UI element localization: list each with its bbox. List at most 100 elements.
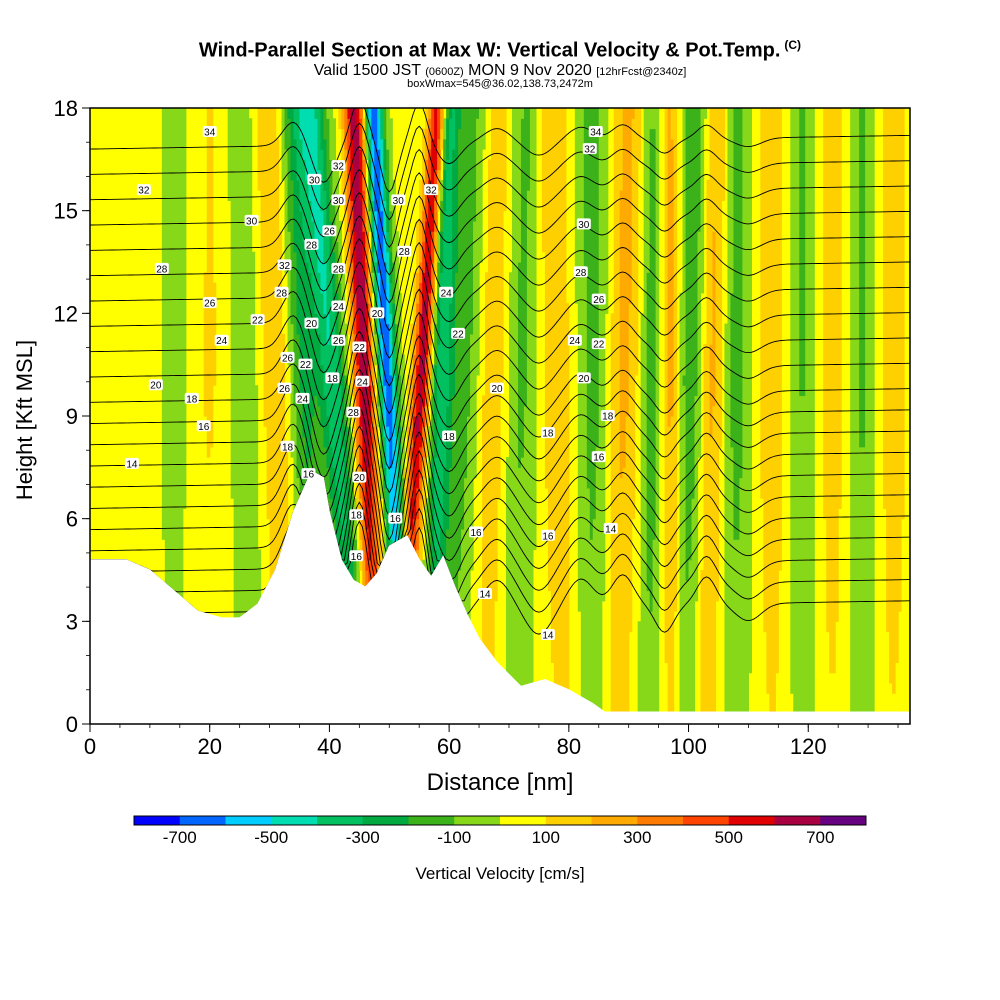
velocity-cell	[452, 149, 456, 397]
velocity-cell	[377, 118, 381, 150]
velocity-cell	[317, 108, 322, 171]
velocity-cell	[580, 108, 585, 724]
velocity-cell	[380, 385, 384, 417]
velocity-cell	[245, 108, 250, 724]
velocity-cell	[685, 580, 690, 724]
colorbar-frame	[133, 815, 867, 826]
velocity-cell	[670, 108, 675, 140]
contour-label: 22	[250, 314, 265, 327]
velocity-cell	[425, 108, 429, 130]
axes: 0 20 40 60 80 100 120 0 3 6 9 12 15 18	[54, 96, 899, 759]
velocity-cell	[341, 333, 345, 376]
contour-label: 26	[591, 293, 606, 306]
contour-label: 18	[540, 427, 555, 440]
theta-contours	[90, 108, 910, 635]
velocity-cell	[413, 416, 417, 520]
velocity-cell	[479, 108, 483, 263]
colorbar-segment	[317, 816, 364, 825]
velocity-cell	[368, 251, 372, 284]
velocity-cell	[428, 477, 432, 643]
velocity-cell	[622, 467, 627, 724]
theta-contour-line	[90, 330, 910, 470]
velocity-cell	[625, 416, 630, 715]
velocity-cell	[583, 108, 588, 273]
velocity-cell	[353, 108, 357, 232]
velocity-cell	[320, 210, 325, 294]
velocity-cell	[637, 108, 642, 160]
contour-label-text: 32	[279, 261, 291, 272]
velocity-cell	[709, 344, 714, 438]
contour-label-text: 32	[333, 162, 345, 173]
contour-label: 18	[325, 372, 340, 385]
velocity-cell	[850, 108, 854, 724]
velocity-cell	[523, 108, 528, 407]
theta-contour-line	[90, 463, 910, 581]
velocity-cell	[425, 405, 429, 427]
contour-label-text: 24	[357, 377, 369, 388]
theta-contour-line	[90, 307, 910, 443]
contour-label-text: 18	[351, 511, 363, 522]
contour-label: 16	[196, 420, 211, 433]
velocity-cell	[347, 179, 351, 232]
box-info: boxWmax=545@36.02,138.73,2472m	[407, 78, 593, 90]
contour-label: 16	[301, 468, 316, 481]
velocity-cell	[314, 313, 319, 397]
contour-label: 24	[331, 300, 346, 313]
velocity-cell	[434, 364, 438, 458]
velocity-cell	[649, 611, 654, 724]
velocity-cell	[832, 108, 836, 674]
velocity-cell	[335, 292, 339, 345]
velocity-cell	[359, 149, 363, 201]
contour-label: 30	[244, 214, 259, 227]
velocity-cell	[616, 108, 621, 724]
theta-contour-line	[90, 387, 910, 541]
velocity-cell	[760, 108, 764, 499]
theta-contour-line	[90, 122, 910, 221]
velocity-cell	[643, 108, 648, 724]
velocity-cell	[338, 108, 342, 130]
velocity-cell	[380, 436, 384, 468]
velocity-cell	[371, 108, 375, 140]
contour-label: 20	[576, 372, 591, 385]
velocity-cell	[284, 108, 289, 150]
velocity-cell	[431, 395, 435, 458]
velocity-cell	[311, 292, 316, 417]
velocity-cell	[338, 220, 342, 284]
velocity-cell	[428, 323, 432, 345]
colorbar-segment	[500, 816, 547, 825]
velocity-cell	[425, 313, 429, 355]
velocity-cell	[422, 426, 426, 458]
theta-contour-line	[90, 191, 910, 304]
velocity-cell	[356, 108, 360, 130]
velocity-cell	[862, 446, 866, 724]
velocity-cell	[314, 108, 319, 119]
velocity-cell	[416, 220, 420, 273]
velocity-cell	[347, 282, 351, 335]
contour-label: 18	[349, 509, 364, 522]
velocity-cell	[446, 108, 450, 119]
velocity-cell	[473, 108, 477, 222]
velocity-cell	[212, 282, 217, 386]
velocity-cell	[449, 303, 453, 468]
colorbar-segment	[179, 816, 226, 825]
velocity-cell	[835, 108, 839, 622]
velocity-cell	[227, 108, 232, 201]
velocity-cell	[383, 200, 387, 232]
velocity-cell	[730, 292, 735, 448]
velocity-cell	[290, 108, 295, 181]
contour-label: 32	[424, 184, 439, 197]
velocity-cell	[359, 108, 363, 119]
colorbar-segment	[591, 816, 638, 825]
y-tick-label: 6	[66, 507, 78, 532]
velocity-cell	[865, 108, 869, 724]
contour-label: 14	[540, 629, 555, 642]
velocity-cell	[730, 446, 735, 724]
velocity-cell	[308, 200, 313, 273]
velocity-cell	[718, 108, 723, 448]
velocity-cell	[281, 108, 286, 181]
velocity-cell	[356, 313, 360, 366]
velocity-cell	[326, 313, 331, 345]
velocity-cell	[377, 272, 381, 304]
velocity-cell	[344, 374, 348, 427]
velocity-cell	[311, 220, 316, 294]
